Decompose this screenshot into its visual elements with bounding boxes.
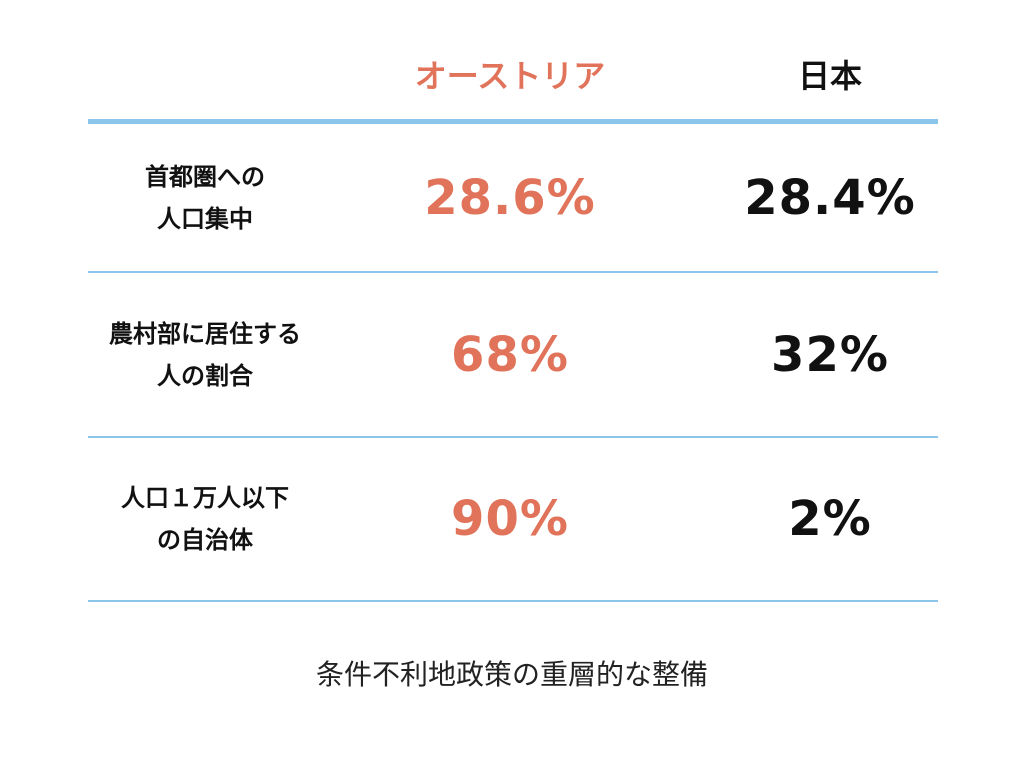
row-label-line2: 人口集中 bbox=[157, 204, 253, 233]
japan-value: 32% bbox=[771, 326, 889, 383]
row-label: 首都圏への 人口集中 bbox=[80, 124, 330, 271]
column-header-austria: オーストリア bbox=[414, 57, 606, 95]
austria-value: 90% bbox=[451, 491, 569, 547]
column-header-japan: 日本 bbox=[797, 57, 862, 95]
header-divider bbox=[88, 119, 938, 124]
japan-value: 2% bbox=[788, 491, 872, 547]
row-divider bbox=[88, 436, 938, 438]
row-label-line1: 農村部に居住する bbox=[109, 319, 301, 348]
austria-value: 28.6% bbox=[424, 169, 596, 226]
austria-value: 68% bbox=[451, 326, 569, 383]
row-label-line2: 人の割合 bbox=[157, 361, 253, 390]
row-label-line1: 人口１万人以下 bbox=[121, 484, 289, 512]
row-divider bbox=[88, 600, 938, 602]
row-label-line1: 首都圏への bbox=[145, 162, 265, 191]
table-row: 人口１万人以下 の自治体 90% 2% bbox=[0, 438, 1024, 600]
row-label: 農村部に居住する 人の割合 bbox=[80, 273, 330, 436]
row-label-line2: の自治体 bbox=[157, 526, 253, 554]
row-divider bbox=[88, 271, 938, 273]
footer-caption: 条件不利地政策の重層的な整備 bbox=[315, 658, 708, 691]
table-row: 首都圏への 人口集中 28.6% 28.4% bbox=[0, 124, 1024, 271]
table-row: 農村部に居住する 人の割合 68% 32% bbox=[0, 273, 1024, 436]
japan-value: 28.4% bbox=[744, 169, 916, 226]
row-label: 人口１万人以下 の自治体 bbox=[80, 438, 330, 600]
